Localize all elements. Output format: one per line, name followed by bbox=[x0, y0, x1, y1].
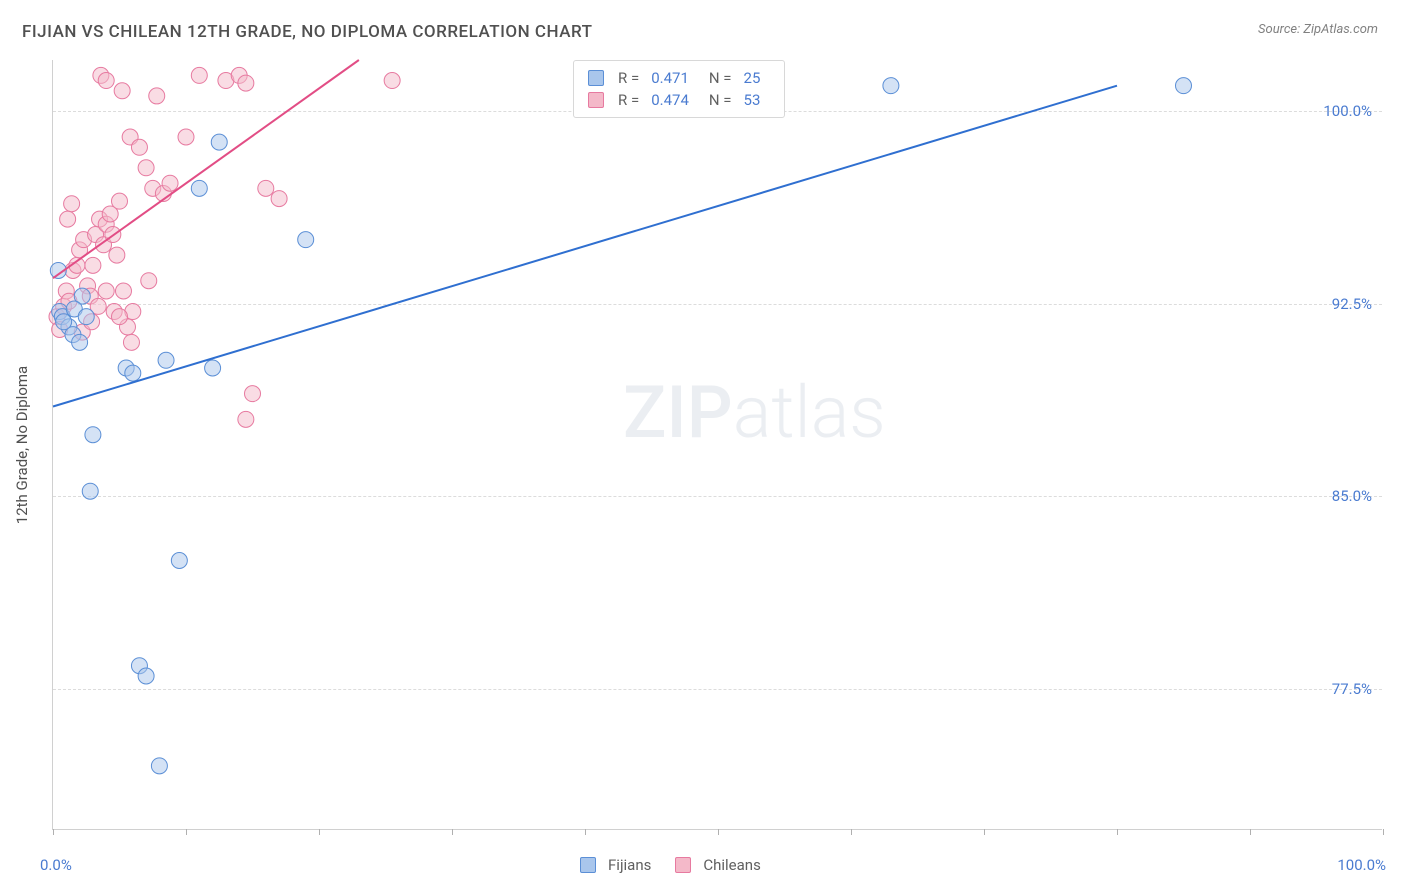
scatter-point bbox=[109, 247, 125, 263]
legend-item-chileans: Chileans bbox=[675, 856, 760, 874]
scatter-point bbox=[141, 273, 157, 289]
x-tick bbox=[452, 829, 453, 835]
scatter-point bbox=[1176, 78, 1192, 94]
scatter-point bbox=[384, 73, 400, 89]
legend-label-chileans: Chileans bbox=[703, 856, 760, 874]
scatter-point bbox=[72, 334, 88, 350]
scatter-point bbox=[162, 175, 178, 191]
scatter-point bbox=[60, 211, 76, 227]
x-tick bbox=[186, 829, 187, 835]
x-axis-min-label: 0.0% bbox=[40, 856, 72, 874]
scatter-point bbox=[112, 309, 128, 325]
scatter-point bbox=[245, 386, 261, 402]
scatter-point bbox=[98, 283, 114, 299]
scatter-point bbox=[138, 668, 154, 684]
scatter-point bbox=[123, 334, 139, 350]
plot-area: 12th Grade, No Diploma 77.5%85.0%92.5%10… bbox=[52, 60, 1382, 830]
legend-row-fijians: R = 0.471 N = 25 bbox=[588, 67, 770, 89]
correlation-legend: R = 0.471 N = 25 R = 0.474 N = 53 bbox=[573, 60, 785, 118]
x-tick bbox=[1250, 829, 1251, 835]
scatter-point bbox=[78, 309, 94, 325]
r-value-chileans: 0.474 bbox=[651, 91, 689, 109]
scatter-point bbox=[178, 129, 194, 145]
y-axis-label: 12th Grade, No Diploma bbox=[13, 365, 31, 523]
scatter-plot-svg bbox=[53, 60, 1382, 829]
legend-item-fijians: Fijians bbox=[580, 856, 651, 874]
x-axis-max-label: 100.0% bbox=[1337, 856, 1386, 874]
swatch-chileans bbox=[675, 857, 691, 873]
scatter-point bbox=[258, 180, 274, 196]
r-label: R = bbox=[618, 91, 639, 109]
scatter-point bbox=[151, 758, 167, 774]
n-value-chileans: 53 bbox=[744, 91, 761, 109]
n-value-fijians: 25 bbox=[744, 69, 761, 87]
scatter-point bbox=[211, 134, 227, 150]
scatter-point bbox=[85, 257, 101, 273]
scatter-point bbox=[149, 88, 165, 104]
scatter-point bbox=[158, 352, 174, 368]
legend-row-chileans: R = 0.474 N = 53 bbox=[588, 89, 770, 111]
swatch-fijians bbox=[588, 70, 604, 86]
n-label: N = bbox=[709, 91, 732, 109]
scatter-point bbox=[131, 139, 147, 155]
r-value-fijians: 0.471 bbox=[651, 69, 689, 87]
scatter-point bbox=[191, 67, 207, 83]
scatter-point bbox=[56, 314, 72, 330]
trend-line bbox=[53, 86, 1117, 407]
x-tick bbox=[319, 829, 320, 835]
scatter-point bbox=[112, 193, 128, 209]
scatter-point bbox=[98, 73, 114, 89]
scatter-point bbox=[271, 191, 287, 207]
trend-line bbox=[53, 60, 359, 278]
scatter-point bbox=[64, 196, 80, 212]
scatter-point bbox=[191, 180, 207, 196]
legend-label-fijians: Fijians bbox=[608, 856, 651, 874]
n-label: N = bbox=[709, 69, 732, 87]
scatter-point bbox=[114, 83, 130, 99]
x-tick bbox=[1117, 829, 1118, 835]
scatter-point bbox=[115, 283, 131, 299]
scatter-point bbox=[85, 427, 101, 443]
chart-title: FIJIAN VS CHILEAN 12TH GRADE, NO DIPLOMA… bbox=[22, 22, 592, 42]
scatter-point bbox=[205, 360, 221, 376]
scatter-point bbox=[125, 365, 141, 381]
scatter-point bbox=[883, 78, 899, 94]
x-tick bbox=[585, 829, 586, 835]
scatter-point bbox=[238, 75, 254, 91]
scatter-point bbox=[82, 483, 98, 499]
x-tick bbox=[53, 829, 54, 835]
scatter-point bbox=[298, 232, 314, 248]
r-label: R = bbox=[618, 69, 639, 87]
x-tick bbox=[984, 829, 985, 835]
scatter-point bbox=[238, 411, 254, 427]
x-tick bbox=[1383, 829, 1384, 835]
swatch-fijians bbox=[580, 857, 596, 873]
x-tick bbox=[851, 829, 852, 835]
x-tick bbox=[718, 829, 719, 835]
source-label: Source: ZipAtlas.com bbox=[1258, 22, 1378, 37]
scatter-point bbox=[138, 160, 154, 176]
swatch-chileans bbox=[588, 92, 604, 108]
scatter-point bbox=[171, 553, 187, 569]
series-legend: Fijians Chileans bbox=[580, 856, 761, 874]
